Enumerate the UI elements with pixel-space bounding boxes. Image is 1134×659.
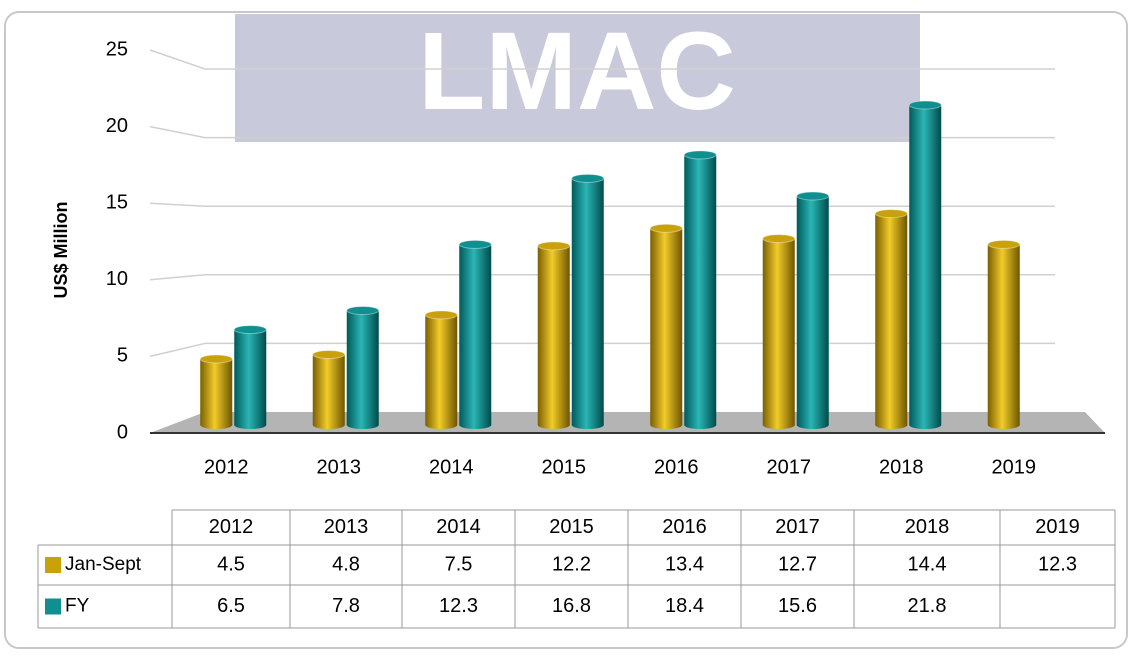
bar-base <box>797 421 829 429</box>
bar-top <box>909 101 941 109</box>
table-header: 2016 <box>662 516 707 538</box>
bar <box>684 155 716 425</box>
bar-top <box>538 242 570 250</box>
x-tick-label: 2018 <box>879 456 924 478</box>
bar-top <box>572 174 604 182</box>
legend-swatch <box>45 557 61 573</box>
bar-base <box>234 421 266 429</box>
table-cell: 7.5 <box>445 553 473 575</box>
bar <box>763 239 795 425</box>
bar-base <box>200 421 232 429</box>
bar-base <box>425 421 457 429</box>
watermark: LMAC <box>418 10 736 133</box>
y-tick-label: 15 <box>106 191 128 213</box>
bar-base <box>650 421 682 429</box>
table-header: 2013 <box>324 516 369 538</box>
bar <box>650 228 682 425</box>
bar <box>459 244 491 425</box>
table-cell: 6.5 <box>217 595 245 617</box>
bar-top <box>234 326 266 334</box>
y-tick-label: 5 <box>117 345 128 367</box>
table-cell: 12.3 <box>439 595 478 617</box>
bar <box>347 310 379 425</box>
x-tick-label: 2016 <box>654 456 699 478</box>
y-tick-label: 0 <box>117 421 128 443</box>
bar-base <box>459 421 491 429</box>
table-cell: 4.5 <box>217 553 245 575</box>
bar <box>313 355 345 425</box>
bar <box>425 315 457 425</box>
bar-top <box>684 151 716 159</box>
x-tick-label: 2013 <box>317 456 362 478</box>
bar-top <box>313 351 345 359</box>
floor <box>150 412 1105 433</box>
table-cell: 21.8 <box>908 595 947 617</box>
bar-base <box>684 421 716 429</box>
bar-base <box>988 421 1020 429</box>
bar <box>200 359 232 425</box>
bar-base <box>875 421 907 429</box>
y-axis-label: US$ Million <box>51 201 71 298</box>
table-header: 2014 <box>436 516 481 538</box>
table-header: 2015 <box>549 516 594 538</box>
table-cell: 12.2 <box>552 553 591 575</box>
bar-top <box>763 235 795 243</box>
table-header: 2019 <box>1035 516 1080 538</box>
bar-top <box>988 240 1020 248</box>
x-tick-label: 2017 <box>767 456 812 478</box>
bar-base <box>572 421 604 429</box>
table-cell: 13.4 <box>665 553 704 575</box>
x-tick-label: 2019 <box>992 456 1037 478</box>
bar <box>234 330 266 425</box>
bar-top <box>650 224 682 232</box>
bar-top <box>200 355 232 363</box>
y-tick-label: 20 <box>106 115 128 137</box>
table-header: 2012 <box>209 516 254 538</box>
bar <box>538 246 570 425</box>
x-tick-label: 2015 <box>542 456 587 478</box>
bar-top <box>425 311 457 319</box>
y-tick-label: 25 <box>106 38 128 60</box>
y-tick-label: 10 <box>106 268 128 290</box>
bar-base <box>909 421 941 429</box>
legend-swatch <box>45 599 61 615</box>
table-header: 2017 <box>775 516 820 538</box>
bar <box>875 214 907 425</box>
bar <box>572 178 604 425</box>
table-cell: 15.6 <box>778 595 817 617</box>
table-cell: 16.8 <box>552 595 591 617</box>
x-tick-label: 2012 <box>204 456 249 478</box>
table-cell: 7.8 <box>332 595 360 617</box>
table-cell: 12.7 <box>778 553 817 575</box>
bar-base <box>313 421 345 429</box>
bar-base <box>538 421 570 429</box>
table-header: 2018 <box>905 516 950 538</box>
bar <box>988 244 1020 425</box>
table-cell: 18.4 <box>665 595 704 617</box>
bar-base <box>347 421 379 429</box>
chart: LMAC US$ Million 0 5 10 15 20 25 2012 2013 2014 2… <box>0 0 1134 654</box>
table-cell: 12.3 <box>1038 553 1077 575</box>
bar <box>797 196 829 425</box>
table-cell: 14.4 <box>908 553 947 575</box>
bar-top <box>347 306 379 314</box>
bar-top <box>797 192 829 200</box>
bar-base <box>763 421 795 429</box>
legend-label: Jan-Sept <box>65 554 142 575</box>
bar-top <box>875 210 907 218</box>
table-cell: 4.8 <box>332 553 360 575</box>
bar-top <box>459 240 491 248</box>
legend-label: FY <box>65 596 90 617</box>
bar <box>909 105 941 425</box>
x-tick-label: 2014 <box>429 456 474 478</box>
